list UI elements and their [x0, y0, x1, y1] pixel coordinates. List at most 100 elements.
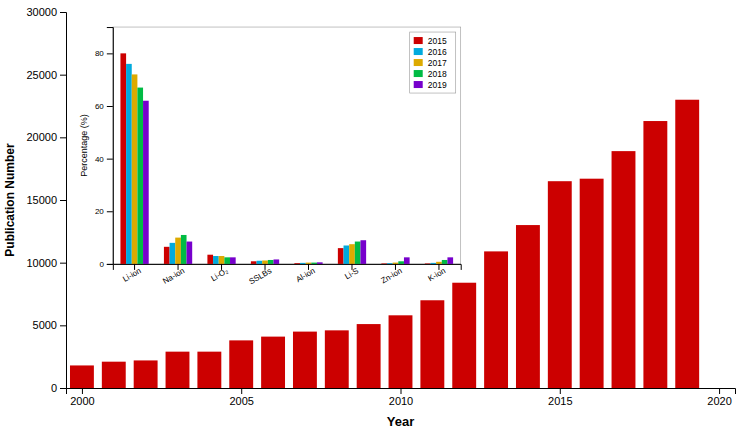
- legend-item: 2016: [414, 47, 447, 57]
- bar: [219, 256, 225, 264]
- legend-label: 2018: [428, 69, 447, 79]
- tick-label: 15000: [26, 194, 57, 206]
- tick: Zn-ion: [379, 264, 403, 285]
- tick-mark: [719, 388, 720, 394]
- legend-swatch: [414, 48, 423, 55]
- tick-label: 30000: [26, 6, 57, 18]
- tick-label: 25000: [26, 69, 57, 81]
- legend-label: 2019: [428, 80, 447, 90]
- tick-mark: [241, 388, 242, 394]
- tick-label: Li-ion: [121, 266, 142, 284]
- tick-label: Zn-ion: [379, 266, 403, 285]
- series: [126, 64, 436, 264]
- inset-plot: Li-ionNa-ionLi-O₂SSLBsAl-ionLi-SZn-ionK-…: [79, 27, 461, 286]
- bar: [306, 263, 312, 264]
- tick: 0: [51, 382, 66, 394]
- tick: 15000: [26, 194, 66, 206]
- bar: [430, 263, 436, 264]
- tick-label: 2000: [70, 395, 94, 407]
- tick-mark: [60, 263, 66, 264]
- tick-mark: [107, 159, 113, 160]
- tick-label: 0: [99, 260, 104, 269]
- tick-mark: [60, 75, 66, 76]
- bar: [675, 100, 699, 388]
- series: [137, 88, 447, 264]
- axis-line: [67, 389, 736, 395]
- bar: [311, 263, 317, 264]
- tick-label: 20: [95, 207, 104, 216]
- bar: [452, 283, 476, 388]
- bar: [120, 53, 126, 264]
- tick-mark: [60, 200, 66, 201]
- bar: [293, 332, 317, 388]
- bar: [580, 179, 604, 388]
- bar: [132, 74, 138, 264]
- bar: [349, 244, 355, 264]
- tick: SSLBs: [247, 264, 273, 286]
- tick-mark: [60, 325, 66, 326]
- tick: 2015: [548, 388, 572, 407]
- tick: K-ion: [426, 264, 447, 283]
- bar: [230, 257, 236, 264]
- bar: [274, 259, 280, 263]
- bar: [643, 121, 667, 388]
- axis: 2000 2005 2010 2015 2020: [67, 388, 736, 407]
- tick-mark: [107, 106, 113, 107]
- tick-mark: [560, 388, 561, 394]
- bar: [213, 256, 219, 264]
- bar: [360, 240, 366, 264]
- bar: [70, 365, 94, 388]
- tick: Al-ion: [294, 264, 316, 284]
- tick: 60: [95, 102, 113, 111]
- bar: [294, 263, 300, 264]
- tick: 10000: [26, 257, 66, 269]
- tick: 2005: [229, 388, 253, 407]
- tick: 5000: [33, 319, 66, 331]
- y-axis-title: Percentage (%): [79, 114, 89, 177]
- tick: Li-ion: [121, 264, 142, 284]
- tick-mark: [60, 12, 66, 13]
- tick: 40: [95, 155, 113, 164]
- tick-mark: [107, 211, 113, 212]
- bar: [268, 260, 274, 264]
- bar: [338, 248, 344, 264]
- legend: 20152016201720182019: [410, 32, 456, 93]
- inset-background: [113, 27, 461, 264]
- bar: [442, 260, 448, 264]
- axis-line: [113, 264, 461, 270]
- tick: 80: [95, 49, 113, 58]
- tick-mark: [60, 137, 66, 138]
- bar: [325, 330, 349, 388]
- bar: [447, 257, 453, 264]
- bar: [425, 263, 431, 264]
- y-axis-title: Publication Number: [3, 143, 17, 257]
- tick-label: 10000: [26, 257, 57, 269]
- bar: [257, 261, 263, 264]
- tick: 20000: [26, 131, 66, 143]
- bar: [164, 247, 170, 264]
- tick-label: K-ion: [426, 266, 447, 283]
- tick-label: 40: [95, 155, 104, 164]
- tick-label: SSLBs: [247, 266, 273, 286]
- legend-swatch: [414, 37, 423, 44]
- tick-label: 2005: [229, 395, 253, 407]
- legend-swatch: [414, 59, 423, 66]
- tick-label: 2010: [389, 395, 413, 407]
- bar: [393, 263, 399, 264]
- legend-item: 2019: [414, 80, 447, 90]
- bar: [317, 262, 323, 264]
- bar: [484, 251, 508, 388]
- tick-mark: [107, 264, 113, 265]
- tick: Li-O₂: [209, 264, 229, 283]
- tick: 2010: [389, 388, 413, 407]
- bar: [229, 340, 253, 388]
- bar: [102, 362, 126, 388]
- tick: Na-ion: [161, 264, 186, 286]
- axis-line: [107, 28, 114, 265]
- tick-label: 2020: [707, 395, 731, 407]
- bar: [187, 242, 193, 264]
- bar: [262, 260, 268, 263]
- tick-label: 20000: [26, 131, 57, 143]
- series: [120, 53, 430, 264]
- tick-label: 80: [95, 49, 104, 58]
